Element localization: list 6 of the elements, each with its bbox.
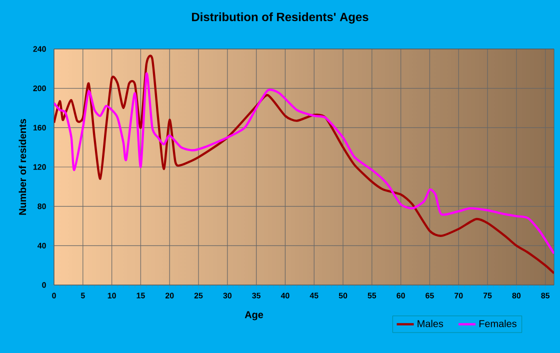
y-axis-title: Number of residents bbox=[18, 118, 26, 215]
legend-label: Males bbox=[418, 320, 444, 328]
chart-title: Distribution of Residents' Ages bbox=[192, 12, 368, 24]
x-axis-title: Age bbox=[244, 311, 264, 320]
legend-label: Females bbox=[479, 320, 516, 328]
line-series bbox=[54, 72, 554, 255]
